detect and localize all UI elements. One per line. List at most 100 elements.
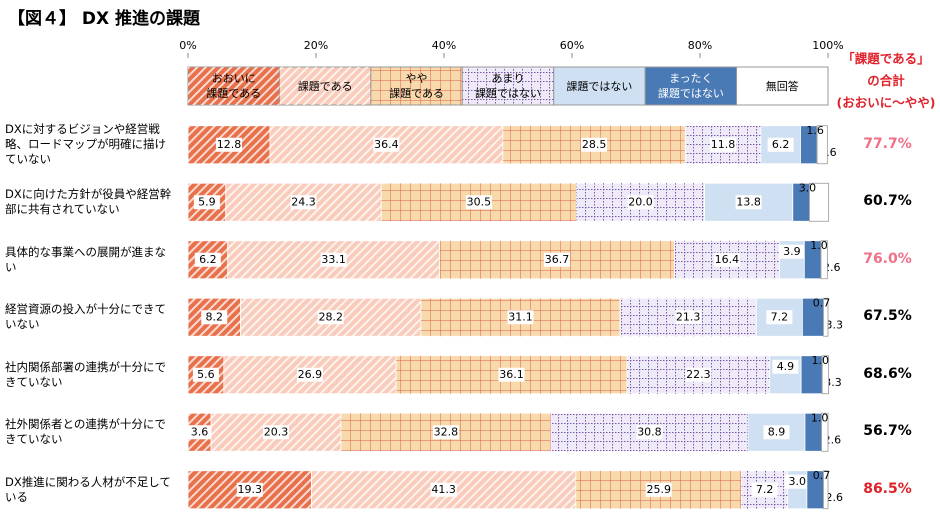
bar-segment [823, 297, 829, 337]
value-label: 28.5 [582, 138, 607, 151]
title: 【図４】 DX 推進の課題 [8, 9, 201, 29]
total-label: 60.7% [863, 193, 912, 210]
bar-segment [809, 182, 830, 222]
value-label: 21.3 [676, 310, 701, 323]
value-label: 11.8 [711, 138, 736, 151]
value-label: 33.1 [321, 253, 346, 266]
value-label: 0.7 [813, 296, 831, 309]
legend-pattern [279, 67, 371, 105]
value-label: 22.3 [686, 368, 711, 381]
value-label: 1.6 [806, 124, 824, 137]
value-label-bg [751, 482, 778, 497]
value-label-bg [507, 310, 534, 325]
value-label-bg [201, 310, 228, 325]
value-label: 41.3 [431, 483, 456, 496]
legend-swatch [644, 66, 738, 106]
value-label: 1.0 [811, 354, 829, 367]
value-label-bg [627, 195, 654, 210]
value-label: 6.2 [199, 253, 217, 266]
value-label-bg [296, 367, 323, 382]
total-label: 86.5% [863, 480, 912, 497]
value-label-bg [236, 482, 263, 497]
bar-segment [823, 470, 829, 510]
value-label: 3.6 [191, 425, 209, 438]
legend-label: 課題ではない [566, 79, 633, 93]
value-label: 20.3 [264, 425, 289, 438]
value-label: 20.0 [628, 195, 653, 208]
legend-pattern [370, 67, 463, 105]
category-label: 社外関係者との連携が十分にできていない [5, 417, 166, 447]
category-label: 経営資源の投入が十分にできていない [5, 302, 166, 332]
value-label: 3.3 [826, 318, 844, 331]
category-label: DXに向けた方針が役員や経営幹部に共有されていない [5, 187, 172, 217]
value-label-bg [772, 359, 799, 374]
value-label-bg [685, 367, 712, 382]
value-label-bg [465, 195, 492, 210]
value-label: 1.0 [811, 411, 829, 424]
value-label-bg [430, 482, 457, 497]
value-label: 4.9 [777, 360, 795, 373]
value-label-bg [675, 310, 702, 325]
value-label-bg [645, 482, 672, 497]
value-label-bg [767, 137, 794, 152]
value-label-bg [193, 195, 220, 210]
value-label: 5.9 [198, 195, 216, 208]
value-label-bg [320, 252, 347, 267]
value-label: 3.9 [783, 245, 801, 258]
value-label: 30.5 [467, 195, 492, 208]
bar-segment [821, 412, 829, 452]
value-label-bg [636, 425, 663, 440]
total-label: 77.7% [863, 135, 912, 152]
x-tick-label: 40% [432, 39, 456, 52]
bar-segment [820, 240, 828, 280]
total-label: 68.6% [863, 365, 912, 382]
legend-label: まったく 課題ではない [657, 72, 724, 100]
legend-label: おおいに 課題である [206, 72, 262, 100]
value-label-bg [317, 310, 344, 325]
value-label: 28.2 [318, 310, 343, 323]
value-label-bg [713, 252, 740, 267]
value-label: 25.9 [646, 483, 671, 496]
value-label: 19.3 [238, 483, 263, 496]
x-tick-label: 60% [560, 39, 584, 52]
legend-label: 無回答 [765, 79, 799, 93]
legend-label: やや 課題である [389, 72, 444, 100]
value-label-bg [581, 137, 608, 152]
value-label: 13.8 [736, 195, 761, 208]
value-label-bg [432, 425, 459, 440]
value-label: 7.2 [771, 310, 789, 323]
annotation: 「課題である」 の合計 (おおいに～やや) [836, 51, 936, 110]
value-label-bg [192, 367, 219, 382]
value-label-bg [763, 425, 790, 440]
x-tick-label: 0% [179, 39, 196, 52]
value-label-bg [543, 252, 570, 267]
legend-pattern [462, 67, 554, 105]
value-label: 5.6 [197, 368, 215, 381]
total-label: 76.0% [863, 250, 912, 267]
value-label: 30.8 [637, 425, 662, 438]
value-label: 3.0 [799, 181, 817, 194]
value-label-bg [735, 195, 762, 210]
legend-swatch [736, 66, 829, 106]
value-label-bg [194, 252, 221, 267]
value-label-bg [290, 195, 317, 210]
category-label: 具体的な事業への展開が進まない [5, 244, 166, 274]
value-label: 26.9 [298, 368, 323, 381]
value-label: 36.1 [499, 368, 524, 381]
value-label-bg [186, 425, 213, 440]
value-label: 31.1 [508, 310, 533, 323]
value-label: 36.7 [545, 253, 570, 266]
value-label: 7.2 [756, 483, 774, 496]
value-label: 6.2 [772, 138, 790, 151]
value-label-bg [215, 137, 242, 152]
value-label-bg [784, 474, 811, 489]
value-label-bg [373, 137, 400, 152]
x-tick-label: 100% [812, 39, 843, 52]
category-label: DX推進に関わる人材が不足している [5, 474, 171, 504]
bar-segment [821, 355, 830, 395]
value-label: 3.0 [789, 475, 807, 488]
value-label-bg [766, 310, 793, 325]
value-label: 16.4 [715, 253, 740, 266]
total-label: 67.5% [863, 308, 912, 325]
